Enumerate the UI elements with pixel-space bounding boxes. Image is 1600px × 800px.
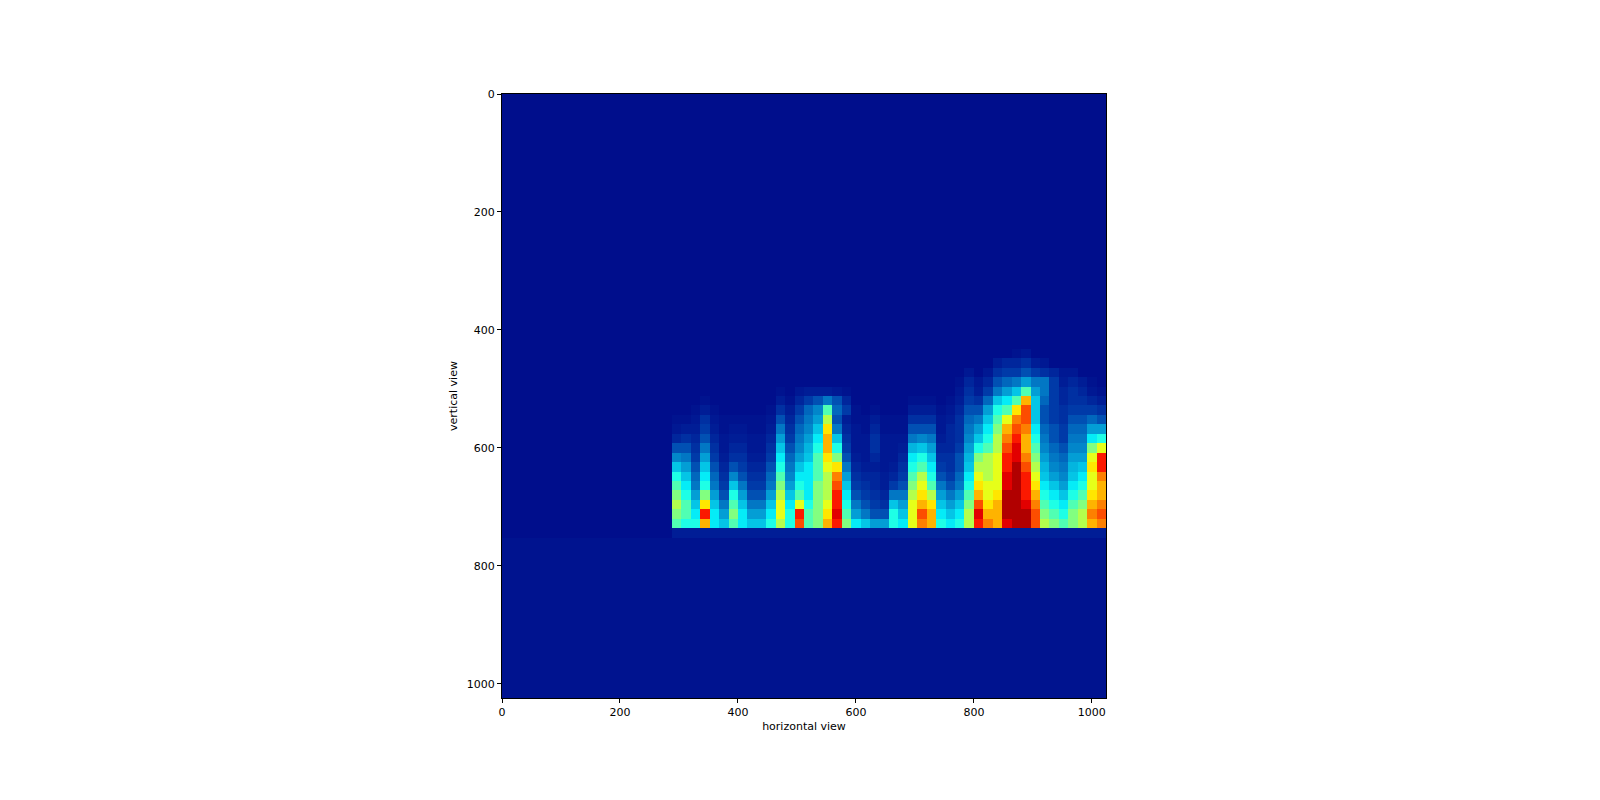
svg-text:0: 0: [499, 706, 506, 719]
svg-text:200: 200: [609, 706, 630, 719]
svg-text:600: 600: [474, 442, 495, 455]
svg-text:600: 600: [845, 706, 866, 719]
svg-text:800: 800: [474, 560, 495, 573]
svg-text:400: 400: [727, 706, 748, 719]
svg-text:800: 800: [963, 706, 984, 719]
svg-text:200: 200: [474, 206, 495, 219]
svg-text:1000: 1000: [467, 678, 495, 691]
svg-text:horizontal view: horizontal view: [762, 720, 846, 733]
svg-text:1000: 1000: [1078, 706, 1106, 719]
svg-text:vertical view: vertical view: [447, 361, 460, 431]
svg-text:400: 400: [474, 324, 495, 337]
svg-text:0: 0: [488, 88, 495, 101]
